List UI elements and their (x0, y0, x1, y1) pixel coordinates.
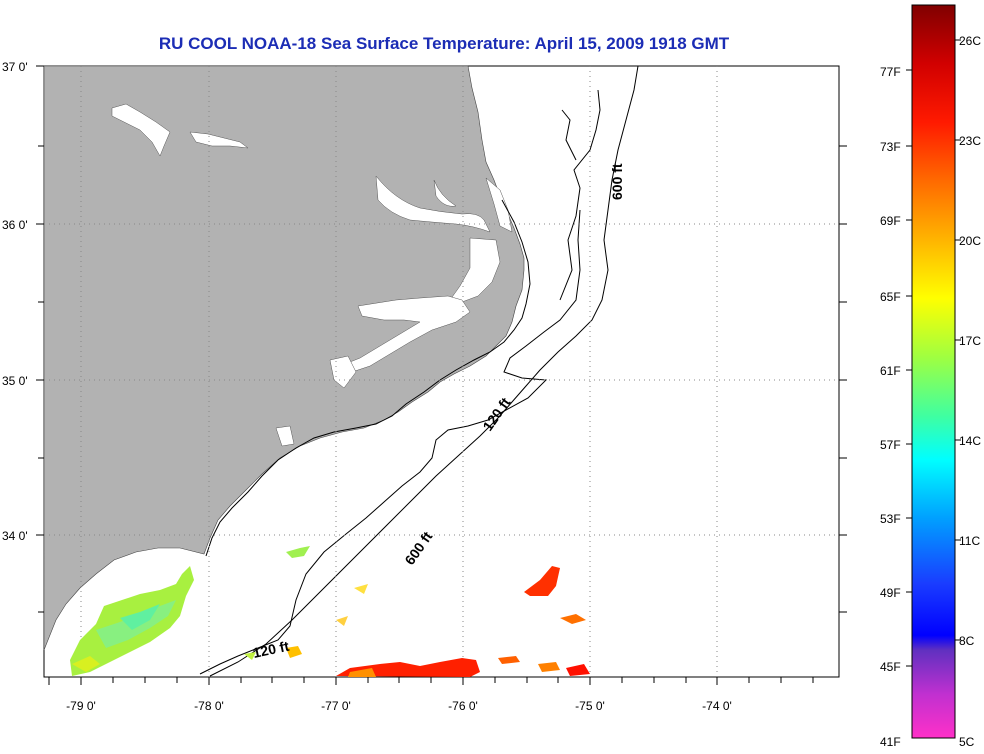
lon-label: -79 0' (66, 699, 96, 713)
map-title: RU COOL NOAA-18 Sea Surface Temperature:… (158, 34, 730, 53)
lon-label: -76 0' (448, 699, 478, 713)
depth-contours (199, 65, 639, 677)
depth-label-120-south: 120 ft (251, 638, 290, 661)
fahrenheit-label: 73F (880, 140, 901, 154)
lon-label: -75 0' (575, 699, 605, 713)
lat-label: 36 0' (2, 218, 28, 232)
inland-water (111, 103, 513, 447)
celsius-label: 26C (959, 34, 981, 48)
colorbar-ticks (906, 39, 961, 667)
fahrenheit-label: 65F (880, 290, 901, 304)
lat-label: 37 0' (2, 60, 28, 74)
fahrenheit-label: 53F (880, 512, 901, 526)
lon-label: -78 0' (194, 699, 224, 713)
fahrenheit-label: 69F (880, 214, 901, 228)
colorbar-celsius-labels: 26C 23C 20C 17C 14C 11C 8C 5C (959, 34, 981, 749)
graticule (44, 66, 839, 677)
longitude-labels: -79 0' -78 0' -77 0' -76 0' -75 0' -74 0… (66, 699, 732, 713)
fahrenheit-label: 57F (880, 438, 901, 452)
fahrenheit-label: 49F (880, 586, 901, 600)
fahrenheit-label: 77F (880, 65, 901, 79)
latitude-labels: 37 0' 36 0' 35 0' 34 0' (2, 60, 28, 543)
celsius-label: 5C (959, 735, 975, 749)
axis-ticks (36, 65, 847, 685)
barrier-islands (205, 199, 531, 557)
lat-label: 35 0' (2, 374, 28, 388)
sst-data (70, 546, 590, 677)
celsius-label: 11C (959, 534, 980, 548)
celsius-label: 8C (959, 634, 975, 648)
fahrenheit-label: 61F (880, 364, 901, 378)
lon-label: -77 0' (321, 699, 351, 713)
fahrenheit-label: 41F (880, 735, 901, 749)
celsius-label: 14C (959, 434, 981, 448)
celsius-label: 23C (959, 134, 981, 148)
celsius-label: 20C (959, 234, 981, 248)
lon-label: -74 0' (702, 699, 732, 713)
lat-label: 34 0' (2, 529, 28, 543)
depth-label-600-north: 600 ft (609, 163, 625, 200)
color-scale-bar (911, 4, 956, 739)
fahrenheit-label: 45F (880, 660, 901, 674)
celsius-label: 17C (959, 334, 981, 348)
colorbar-fahrenheit-labels: 77F 73F 69F 65F 61F 57F 53F 49F 45F 41F (880, 65, 901, 749)
